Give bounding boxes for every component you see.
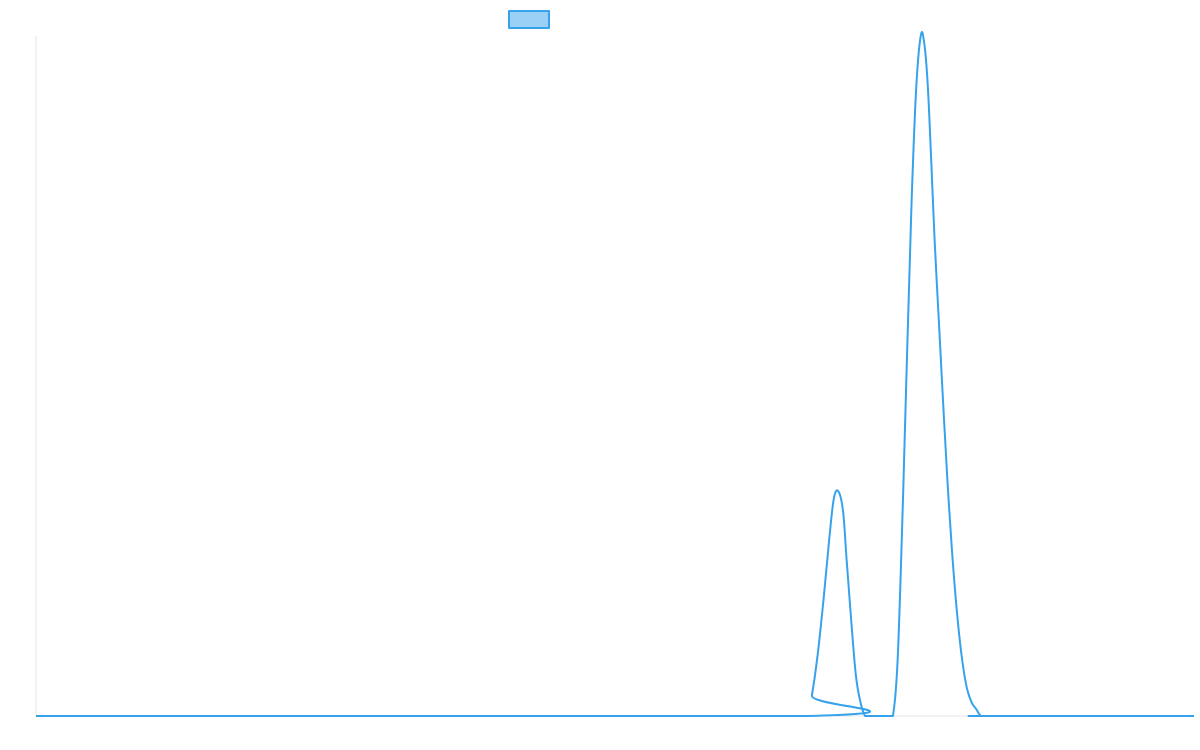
- series-line-0: [36, 31, 1194, 718]
- legend-swatch[interactable]: [508, 10, 550, 29]
- series-layer: [36, 31, 1194, 718]
